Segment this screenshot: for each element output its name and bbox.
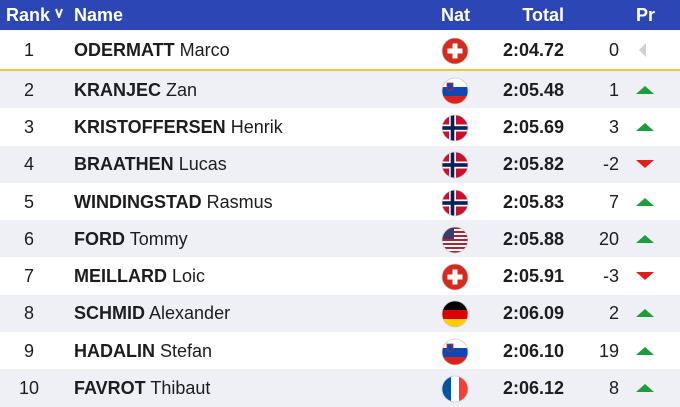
trend-arrow: [636, 160, 654, 169]
rank: 2: [23, 79, 34, 100]
total-time: 2:04.72: [502, 39, 564, 60]
athlete-name: MEILLARD Loic: [74, 266, 205, 287]
first-name: Henrik: [230, 116, 283, 137]
total-time: 2:05.69: [502, 116, 564, 137]
rank: 6: [23, 228, 34, 249]
surname: HADALIN: [74, 340, 155, 361]
surname: WINDINGSTAD: [74, 191, 202, 212]
surname: MEILLARD: [74, 266, 167, 287]
athlete-name: WINDINGSTAD Rasmus: [74, 192, 273, 213]
position-change: -2: [602, 154, 619, 175]
table-header: Rank Name Nat Total Pr: [0, 0, 680, 30]
total-time: 2:06.12: [502, 378, 564, 399]
flag: [441, 263, 469, 291]
trend-arrow: [636, 309, 654, 318]
trend-arrow: [639, 42, 646, 57]
rank: 5: [23, 191, 34, 212]
position-change: 7: [608, 191, 619, 212]
athlete-name: FAVROT Thibaut: [74, 378, 210, 399]
flag: [441, 77, 469, 105]
trend-arrow: [636, 197, 654, 206]
trend-arrow: [636, 346, 654, 355]
col-pr[interactable]: Pr: [636, 5, 656, 25]
trend-arrow: [636, 122, 654, 131]
surname: BRAATHEN: [74, 154, 174, 175]
first-name: Loic: [172, 266, 206, 287]
first-name: Marco: [179, 39, 230, 60]
rank: 3: [23, 116, 34, 137]
flag: [441, 37, 469, 64]
surname: KRISTOFFERSEN: [74, 116, 226, 137]
position-change: 20: [598, 228, 619, 249]
trend-arrow: [636, 272, 654, 281]
athlete-name: SCHMID Alexander: [74, 303, 230, 324]
athlete-name: HADALIN Stefan: [74, 341, 212, 362]
result-row: 4 BRAATHEN Lucas 2:05.82 -2: [0, 145, 680, 183]
position-change: -3: [602, 266, 619, 287]
trend-arrow: [636, 85, 654, 94]
surname: KRANJEC: [74, 79, 162, 100]
surname: FORD: [74, 228, 125, 249]
result-row: 3 KRISTOFFERSEN Henrik 2:05.69 3: [0, 108, 680, 145]
rank: 8: [23, 303, 34, 324]
position-change: 0: [608, 39, 619, 60]
col-total[interactable]: Total: [522, 5, 564, 25]
surname: FAVROT: [74, 378, 146, 399]
total-time: 2:06.09: [502, 303, 564, 324]
first-name: Thibaut: [150, 378, 211, 399]
rank: 4: [23, 154, 34, 175]
athlete-name: KRISTOFFERSEN Henrik: [74, 117, 283, 138]
result-row: 1 ODERMATT Marco 2:04.72 0: [0, 31, 680, 71]
result-row: 10 FAVROT Thibaut 2:06.12 8: [0, 369, 680, 407]
surname: ODERMATT: [74, 39, 175, 60]
rank: 1: [23, 39, 34, 60]
position-change: 3: [608, 116, 619, 137]
result-row: 6 FORD Tommy 2:05.88 20: [0, 220, 680, 258]
result-row: 2 KRANJEC Zan 2:05.48 1: [0, 71, 680, 109]
trend-arrow: [636, 384, 654, 393]
flag: [441, 338, 469, 366]
total-time: 2:05.82: [502, 154, 564, 175]
position-change: 8: [608, 378, 619, 399]
athlete-name: FORD Tommy: [74, 229, 188, 250]
total-time: 2:06.10: [502, 340, 564, 361]
first-name: Stefan: [160, 340, 213, 361]
result-row: 5 WINDINGSTAD Rasmus 2:05.83 7: [0, 183, 680, 220]
first-name: Tommy: [129, 228, 188, 249]
col-rank[interactable]: Rank: [6, 5, 51, 25]
result-row: 8 SCHMID Alexander 2:06.09 2: [0, 294, 680, 333]
flag: [441, 189, 469, 216]
rank: 9: [23, 340, 34, 361]
col-nat[interactable]: Nat: [441, 5, 471, 25]
total-time: 2:05.48: [502, 79, 564, 100]
athlete-name: KRANJEC Zan: [74, 80, 197, 101]
surname: SCHMID: [74, 303, 145, 324]
first-name: Alexander: [149, 303, 231, 324]
first-name: Rasmus: [206, 191, 273, 212]
result-row: 9 HADALIN Stefan 2:06.10 19: [0, 332, 680, 369]
flag: [441, 114, 469, 142]
athlete-name: ODERMATT Marco: [74, 40, 230, 61]
col-name[interactable]: Name: [74, 5, 124, 25]
result-row: 7 MEILLARD Loic 2:05.91 -3: [0, 258, 680, 295]
total-time: 2:05.83: [502, 191, 564, 212]
trend-arrow: [636, 234, 654, 243]
position-change: 1: [608, 79, 619, 100]
first-name: Zan: [166, 79, 198, 100]
total-time: 2:05.91: [502, 266, 564, 287]
sort-icon: [55, 8, 63, 18]
rank: 7: [23, 266, 34, 287]
flag: [441, 375, 469, 403]
flag: [441, 226, 469, 254]
total-time: 2:05.88: [502, 228, 564, 249]
position-change: 19: [598, 340, 619, 361]
rank: 10: [18, 378, 40, 399]
first-name: Lucas: [178, 154, 227, 175]
position-change: 2: [608, 303, 619, 324]
flag: [441, 151, 469, 179]
athlete-name: BRAATHEN Lucas: [74, 154, 227, 175]
flag: [441, 301, 469, 328]
